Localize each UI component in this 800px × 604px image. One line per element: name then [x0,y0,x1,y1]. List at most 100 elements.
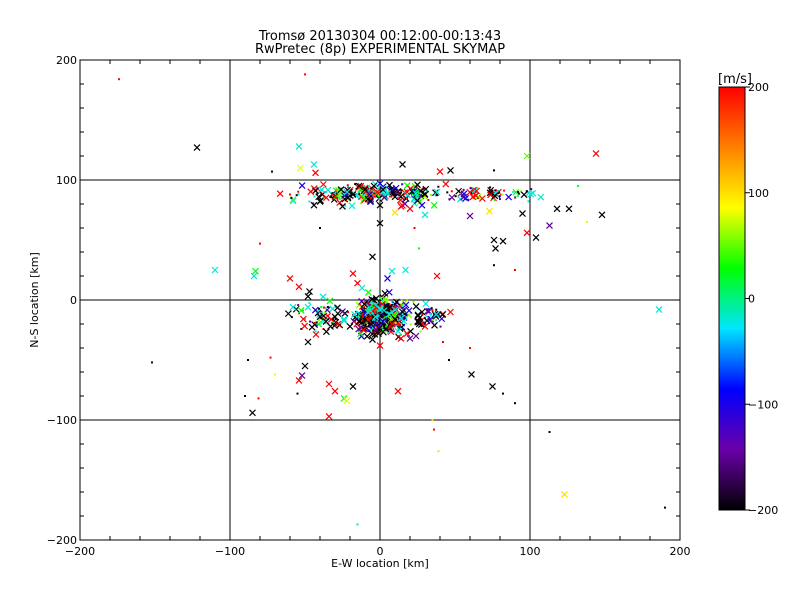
data-point [310,201,318,209]
data-point [244,395,246,397]
cluster-point [437,185,440,188]
data-point [421,322,429,330]
data-point [247,359,249,361]
cluster-point [414,311,422,319]
data-point [448,359,450,361]
cluster-point [326,297,334,305]
data-point [358,284,366,292]
data-point [486,207,493,215]
data-point [399,308,406,316]
data-point [403,188,411,196]
cluster-point [307,188,315,196]
cluster-point [364,315,367,318]
data-point [391,315,399,323]
cluster-point [300,327,303,330]
cluster-point [386,313,389,316]
data-point [301,362,309,370]
cluster-point [359,202,362,205]
data-point [523,229,531,237]
cluster-point [423,322,426,325]
data-point [546,222,553,230]
data-point [250,272,258,280]
cluster-point [505,193,513,201]
cluster-point [375,312,378,315]
cluster-point [373,297,376,300]
data-point [364,195,372,203]
cluster-point [442,180,450,188]
cluster-point [400,191,403,194]
data-point [493,169,495,172]
cluster-point [299,315,307,323]
y-axis-label: N-S location [km] [28,252,41,348]
colorbar [718,86,746,511]
cluster-point [361,316,364,319]
data-point [297,164,304,172]
data-point [442,341,444,343]
data-point [469,347,471,349]
data-point [310,160,318,168]
cluster-point [431,316,434,319]
data-point [375,330,382,338]
data-point [319,227,321,229]
cluster-point [392,326,395,329]
cluster-point [297,193,300,196]
cluster-point [320,306,323,309]
cluster-point [362,309,365,312]
cluster-point [416,314,424,322]
cluster-point [381,289,389,297]
data-point [331,387,339,395]
data-point [316,313,324,321]
cluster-point [462,194,470,202]
data-point [369,253,376,261]
cluster-point [383,316,386,319]
cluster-point [394,189,397,192]
cluster-point [402,328,405,331]
cluster-point [373,298,376,301]
data-point [298,372,306,380]
cluster-point [381,316,384,319]
data-point [553,205,561,213]
data-point [325,380,333,388]
y-tick-label: −100 [47,414,77,427]
cluster-point [347,311,350,314]
cluster-point [384,320,387,323]
cluster-point [473,187,480,195]
data-point [433,272,441,280]
cluster-point [494,189,497,192]
cluster-point [431,309,434,312]
cluster-point [498,198,501,201]
cluster-point [318,186,325,194]
cluster-point [322,306,325,309]
cluster-point [383,326,386,329]
cluster-point [401,183,404,186]
data-point [376,201,384,209]
cluster-point [364,323,367,326]
data-point [394,387,402,395]
cluster-point [390,195,393,198]
cluster-point [323,312,326,315]
cluster-point [375,302,378,305]
cluster-point [381,296,389,304]
x-axis-label: E-W location [km] [331,557,429,570]
data-point [327,322,334,330]
cluster-point [378,329,381,332]
cluster-point [402,301,410,309]
data-point [211,266,219,274]
cluster-point [389,188,396,196]
data-point [331,193,339,201]
cluster-point [314,330,317,333]
data-point [376,219,384,227]
cluster-point [410,189,413,192]
cluster-point [368,322,371,325]
cluster-point [393,298,400,306]
cluster-point [386,332,389,335]
cluster-point [322,328,330,336]
data-point [349,270,357,278]
cluster-point [427,198,430,201]
data-point [349,190,357,198]
data-point [306,288,313,296]
cluster-point [431,318,434,321]
cluster-point [439,325,442,328]
cluster-point [344,186,352,194]
